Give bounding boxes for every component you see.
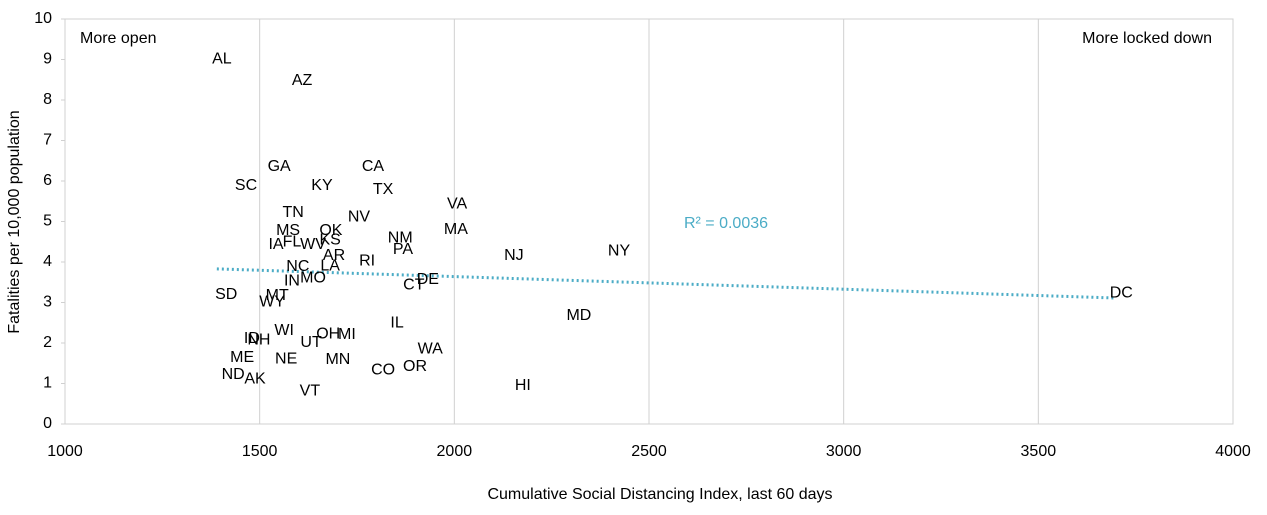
point-label: AZ	[292, 72, 313, 89]
point-label: MN	[325, 351, 350, 368]
point-label: WV	[300, 236, 326, 253]
point-label: MD	[566, 307, 591, 324]
point-label: MT	[266, 287, 289, 304]
point-label: MI	[338, 326, 356, 343]
trendline	[216, 267, 1117, 300]
x-axis-label: Cumulative Social Distancing Index, last…	[487, 486, 832, 503]
x-tick-label: 4000	[1215, 443, 1251, 460]
point-label: NV	[348, 208, 371, 225]
point-label: UT	[300, 334, 322, 351]
y-axis-label: Fatalities per 10,000 population	[6, 110, 23, 333]
point-label: CO	[371, 361, 395, 378]
y-tick-label: 7	[43, 132, 52, 149]
point-label: MS	[276, 222, 300, 239]
y-tick-label: 6	[43, 172, 52, 189]
point-label: FL	[283, 233, 302, 250]
point-label: KS	[319, 231, 340, 248]
y-tick-label: 10	[34, 10, 52, 27]
point-label: TX	[373, 181, 394, 198]
point-label: NJ	[504, 247, 524, 264]
point-label: IL	[390, 314, 403, 331]
point-label: HI	[515, 377, 531, 394]
y-tick-label: 3	[43, 294, 52, 311]
annotation: More locked down	[1082, 30, 1212, 47]
y-tick-label: 8	[43, 91, 52, 108]
point-label: LA	[320, 257, 340, 274]
y-tick-label: 0	[43, 415, 52, 432]
point-label: OH	[316, 325, 340, 342]
point-label: WY	[259, 293, 285, 310]
annotation: More open	[80, 30, 157, 47]
point-label: DC	[1110, 284, 1133, 301]
point-label: NC	[286, 258, 309, 275]
point-label: OR	[403, 358, 427, 375]
point-label: WI	[274, 322, 294, 339]
point-label: IN	[284, 272, 300, 289]
point-label: NH	[247, 331, 270, 348]
x-tick-label: 2500	[631, 443, 667, 460]
x-tick-label: 1500	[242, 443, 278, 460]
y-tick-label: 4	[43, 253, 52, 270]
x-tick-label: 3500	[1021, 443, 1057, 460]
trendline-label: R² = 0.0036	[684, 215, 768, 232]
point-label: AL	[212, 51, 232, 68]
point-label: MA	[444, 221, 468, 238]
point-label: IA	[268, 236, 283, 253]
point-label: CT	[403, 276, 425, 293]
point-label: ME	[230, 349, 254, 366]
point-label: KY	[311, 177, 333, 194]
x-tick-label: 2000	[437, 443, 473, 460]
point-label: VA	[447, 195, 467, 212]
point-label: ID	[244, 330, 260, 347]
point-label: MO	[300, 269, 326, 286]
y-tick-label: 5	[43, 213, 52, 230]
point-label: AR	[323, 247, 345, 264]
point-label: ND	[222, 366, 245, 383]
y-tick-label: 2	[43, 334, 52, 351]
point-label: SC	[235, 177, 257, 194]
point-label: GA	[268, 158, 291, 175]
point-label: NE	[275, 350, 297, 367]
point-label: TN	[282, 204, 303, 221]
point-label: CA	[362, 158, 385, 175]
y-tick-label: 9	[43, 51, 52, 68]
x-tick-label: 3000	[826, 443, 862, 460]
y-tick-label: 1	[43, 375, 52, 392]
point-label: WA	[418, 340, 444, 357]
point-label: PA	[393, 241, 413, 258]
point-label: VT	[300, 382, 321, 399]
point-label: NY	[608, 242, 631, 259]
point-label: NM	[388, 229, 413, 246]
x-tick-label: 1000	[47, 443, 83, 460]
point-label: OK	[319, 222, 342, 239]
point-label: SD	[215, 286, 237, 303]
point-label: AK	[244, 370, 266, 387]
point-label: DE	[417, 271, 439, 288]
point-label: RI	[359, 252, 375, 269]
